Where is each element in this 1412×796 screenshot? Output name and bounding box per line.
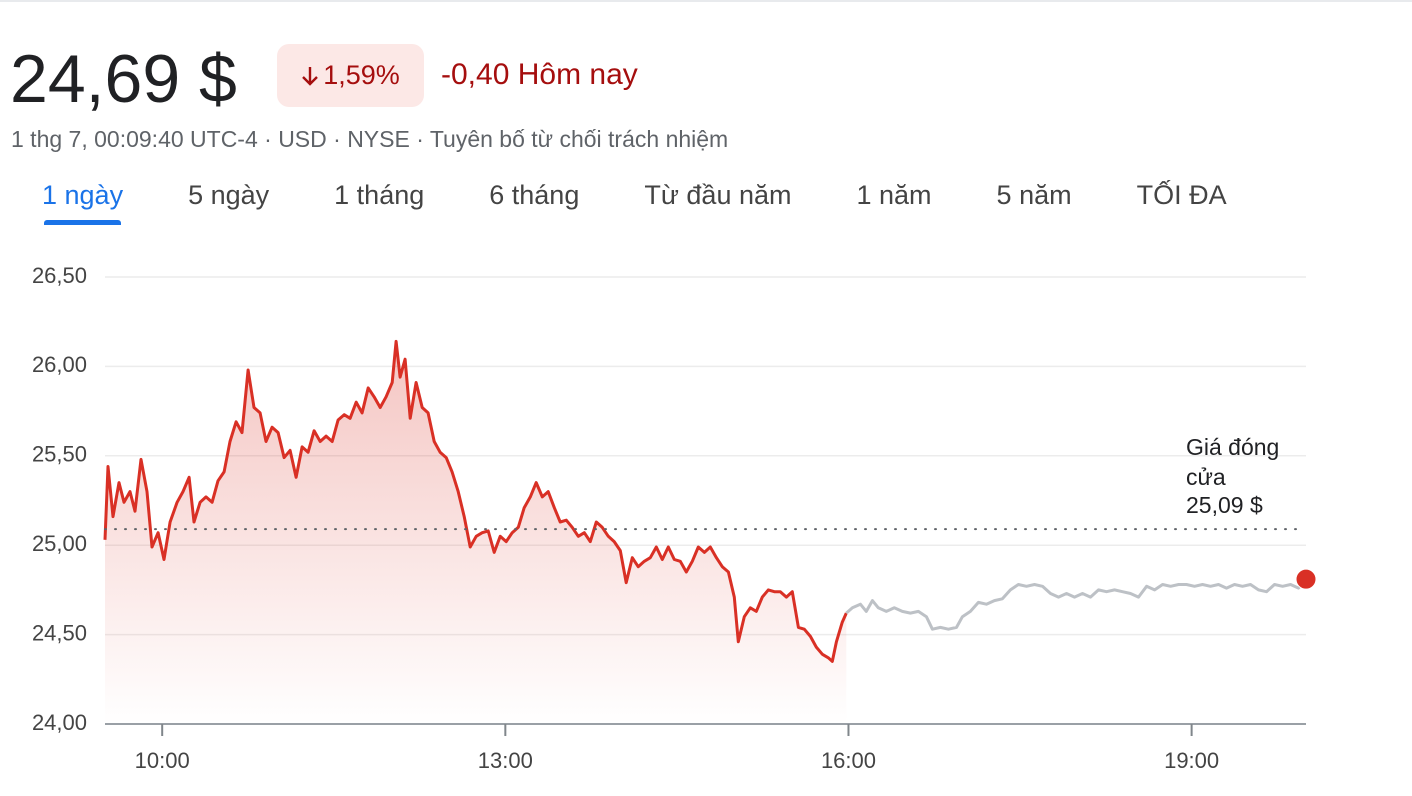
range-tab[interactable]: 1 năm xyxy=(856,180,932,210)
range-tab[interactable]: Từ đầu năm xyxy=(644,180,792,210)
range-tab[interactable]: 1 tháng xyxy=(334,180,425,210)
reference-value: 25,09 $ xyxy=(1186,492,1263,518)
x-tick-label: 19:00 xyxy=(1164,748,1219,773)
change-pill: 1,59% xyxy=(277,44,424,107)
range-tab[interactable]: 1 ngày xyxy=(42,180,123,225)
meta: 1 thg 7, 00:09:40 UTC-4 · USD · NYSE · T… xyxy=(11,126,729,152)
price-line xyxy=(845,578,1308,631)
y-tick-label: 24,50 xyxy=(32,620,87,645)
y-tick-label: 24,00 xyxy=(32,710,87,735)
price: 24,69 $ xyxy=(10,41,237,117)
price-line xyxy=(103,339,848,663)
x-tick-label: 16:00 xyxy=(821,748,876,773)
down-arrow xyxy=(302,66,319,86)
last-point xyxy=(1295,568,1317,590)
change-text: -0,40 Hôm nay xyxy=(441,58,638,91)
range-tab[interactable]: TỐI ĐA xyxy=(1136,180,1227,210)
range-tab[interactable]: 5 ngày xyxy=(188,180,270,210)
tabs: 1 ngày 5 ngày 1 tháng 6 tháng Từ đầu năm 1 nă… xyxy=(42,180,1227,225)
x-tick-label: 10:00 xyxy=(135,748,190,773)
range-tab[interactable]: 6 tháng xyxy=(489,180,580,210)
reference-title: Giá đóng cửa xyxy=(1186,434,1280,490)
y-tick-label: 26,50 xyxy=(32,263,87,288)
y-tick-label: 26,00 xyxy=(32,352,87,377)
y-tick-label: 25,50 xyxy=(32,442,87,467)
area xyxy=(105,341,847,724)
range-tab[interactable]: 5 năm xyxy=(996,180,1072,210)
x-tick-label: 13:00 xyxy=(478,748,533,773)
y-tick-label: 25,00 xyxy=(32,531,87,556)
change-percent: 1,59% xyxy=(323,60,400,90)
